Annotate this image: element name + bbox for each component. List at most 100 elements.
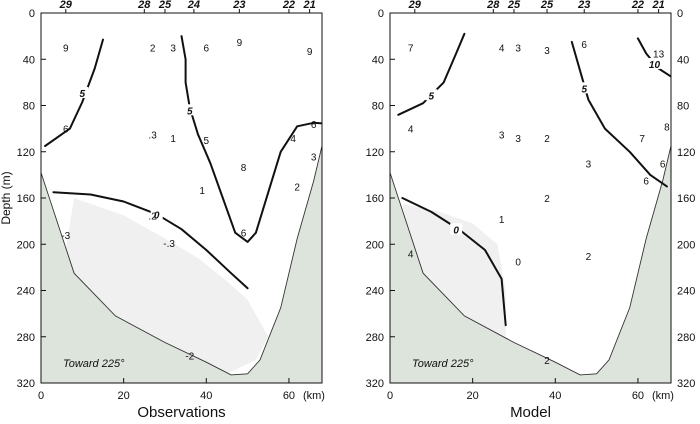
contour-label: 5 — [581, 84, 587, 95]
contour-label-bg — [183, 104, 196, 116]
station-label: 29 — [408, 0, 422, 11]
y-tick-label: 80 — [372, 101, 384, 113]
y-tick-label: 0 — [378, 8, 384, 20]
data-value: 6 — [63, 125, 69, 136]
x-tick-label: 40 — [200, 390, 212, 402]
y-axis-title: Depth (m) — [0, 171, 13, 224]
seafloor-outline — [390, 143, 671, 376]
data-value: 1 — [199, 186, 205, 197]
data-value: -3 — [61, 231, 70, 242]
x-unit-label: (km) — [303, 390, 325, 402]
data-value: .2 — [148, 211, 157, 222]
y-tick-label: 280 — [17, 332, 35, 344]
data-value: 1 — [170, 134, 176, 145]
data-value: 2 — [586, 252, 592, 263]
station-label: 28 — [137, 0, 151, 11]
y-tick-label: 240 — [366, 286, 384, 298]
data-value: -.3 — [163, 239, 175, 250]
data-value: 7 — [639, 134, 645, 145]
x-tick-label: 20 — [118, 390, 130, 402]
y-tick-label: 280 — [366, 332, 384, 344]
contour-label-bg — [578, 82, 591, 94]
direction-label: Toward 225° — [412, 358, 474, 370]
station-label: 21 — [651, 0, 664, 11]
contour-label-bg — [648, 58, 661, 70]
seafloor-outline — [41, 143, 322, 376]
data-value: 3 — [170, 44, 176, 55]
y-tick-label-right: 280 — [677, 332, 695, 344]
data-value: .3 — [148, 130, 157, 141]
contour-label-bg — [450, 223, 463, 235]
data-value: 13 — [653, 50, 665, 61]
y-tick-label-right: 80 — [677, 101, 689, 113]
station-label: 25 — [507, 0, 521, 11]
contour-label-bg — [150, 208, 163, 220]
station-label: 23 — [577, 0, 590, 11]
direction-label: Toward 225° — [63, 358, 125, 370]
y-tick-label: 40 — [23, 54, 35, 66]
data-value: 2 — [544, 134, 550, 145]
station-label: 25 — [540, 0, 554, 11]
data-value: 6 — [241, 229, 247, 240]
contour-line — [570, 40, 668, 188]
contour-label: 10 — [649, 60, 661, 71]
data-value: 4 — [499, 44, 505, 55]
y-tick-label: 120 — [366, 147, 384, 159]
contour-line — [180, 35, 322, 243]
data-value: 4 — [408, 250, 414, 261]
y-tick-label: 0 — [29, 8, 35, 20]
data-value: -2 — [185, 351, 194, 362]
y-tick-label-right: 200 — [677, 239, 695, 251]
data-value: 8 — [664, 122, 670, 133]
data-value: 8 — [241, 163, 247, 174]
y-tick-label-right: 40 — [677, 54, 689, 66]
y-tick-label: 160 — [17, 193, 35, 205]
y-tick-label-right: 320 — [677, 378, 695, 390]
data-value: 5 — [204, 136, 210, 147]
station-label: 29 — [59, 0, 73, 11]
data-value: 3 — [586, 159, 592, 170]
data-value: 3 — [499, 130, 505, 141]
station-label: 22 — [282, 0, 295, 11]
x-unit-label: (km) — [652, 390, 674, 402]
contour-line — [401, 197, 507, 327]
data-value: 3 — [515, 44, 521, 55]
data-value: 9 — [237, 38, 243, 49]
station-label: 25 — [158, 0, 172, 11]
y-tick-label: 240 — [17, 286, 35, 298]
station-label: 21 — [302, 0, 315, 11]
contour-label-bg — [76, 86, 89, 98]
data-value: 6 — [581, 40, 587, 51]
y-tick-label: 320 — [366, 378, 384, 390]
seafloor — [41, 145, 322, 383]
x-axis-title: Model — [510, 404, 551, 421]
data-value: 3 — [544, 46, 550, 57]
data-value: 3 — [515, 134, 521, 145]
y-tick-label: 160 — [366, 193, 384, 205]
bottom-layer-shading — [402, 203, 506, 337]
data-value: 6 — [204, 44, 210, 55]
contour-label: 5 — [80, 89, 86, 100]
x-axis-title: Observations — [137, 404, 225, 421]
y-tick-label-right: 120 — [677, 147, 695, 159]
contour-line — [52, 191, 249, 290]
data-value: 7 — [408, 44, 414, 55]
station-label: 24 — [187, 0, 200, 11]
data-value: 0 — [515, 258, 521, 269]
contour-line — [397, 32, 466, 116]
y-tick-label: 40 — [372, 54, 384, 66]
data-value: 6 — [643, 177, 649, 188]
x-tick-label: 20 — [467, 390, 479, 402]
data-value: 6 — [660, 159, 666, 170]
contour-line — [44, 38, 104, 147]
data-value: 4 — [408, 125, 414, 136]
station-label: 23 — [232, 0, 245, 11]
y-tick-label-right: 0 — [677, 8, 683, 20]
y-tick-label-right: 240 — [677, 286, 695, 298]
contour-label: 5 — [429, 91, 435, 102]
data-value: 2 — [294, 182, 300, 193]
data-value: 1 — [499, 215, 505, 226]
